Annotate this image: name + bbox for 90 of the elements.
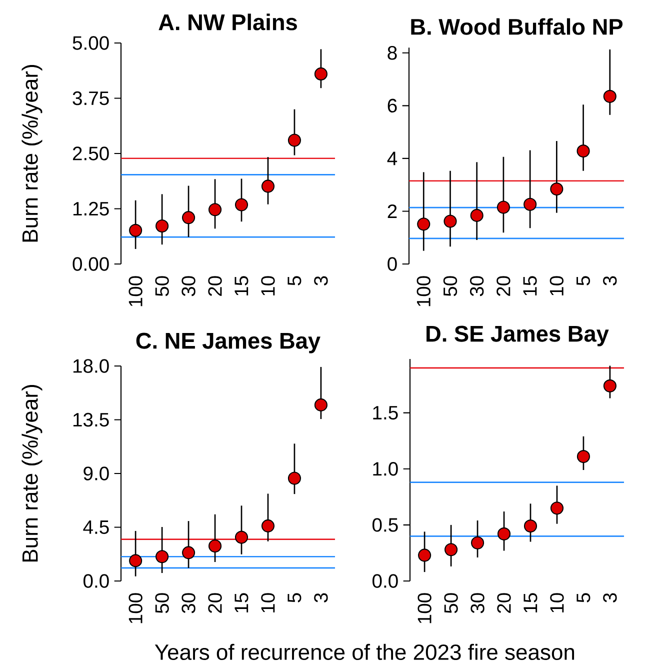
point (576, 144, 590, 158)
point (156, 219, 169, 233)
x-tick-label: 10 (261, 593, 275, 612)
point (314, 398, 328, 412)
point (576, 450, 590, 464)
chart-title: B. Wood Buffalo NP (411, 18, 623, 35)
chart-title: A. NW Plains (158, 14, 297, 30)
x-tick-label: 30 (182, 276, 196, 296)
x-axis-title: Years of recurrence of the 2023 fire season (154, 644, 574, 660)
point (182, 546, 196, 560)
x-tick-label: 3 (314, 276, 328, 286)
x-tick-label: 100 (128, 276, 142, 306)
x-tick-label: 3 (314, 593, 328, 602)
point (129, 554, 142, 568)
x-tick-label: 20 (496, 276, 510, 296)
x-tick-label: 50 (444, 593, 458, 614)
x-tick-label: 50 (155, 276, 169, 296)
point (208, 539, 222, 553)
point (496, 200, 510, 214)
point (288, 472, 302, 485)
y-tick-label: 1.5 (373, 406, 398, 420)
point (156, 550, 169, 564)
x-tick-label: 3 (603, 276, 617, 286)
y-tick-label: 1.25 (73, 202, 109, 216)
point (603, 90, 616, 103)
y-tick-label: 2 (388, 204, 397, 218)
point (524, 198, 537, 211)
x-tick-label: 10 (550, 593, 564, 612)
point (550, 502, 564, 515)
y-tick-label: 13.5 (73, 412, 109, 427)
x-tick-label: 100 (416, 276, 430, 306)
point (261, 180, 275, 193)
x-tick-label: 3 (603, 593, 617, 602)
y-tick-label: 0.0 (84, 574, 109, 588)
y-tick-label: 0 (388, 257, 397, 271)
point (182, 211, 196, 224)
y-axis-title: Burn rate (%/year) (22, 385, 42, 562)
x-tick-label: 10 (261, 276, 275, 296)
y-tick-label: 6 (388, 98, 397, 113)
x-tick-label: 10 (550, 276, 564, 296)
point (417, 218, 430, 231)
x-tick-label: 30 (470, 276, 484, 296)
x-tick-label: 50 (443, 276, 458, 296)
x-tick-label: 20 (208, 593, 222, 613)
point (470, 208, 484, 222)
x-tick-label: 15 (234, 593, 248, 612)
x-tick-label: 100 (128, 593, 142, 624)
x-tick-label: 15 (234, 276, 248, 296)
y-tick-label: 5.00 (72, 36, 109, 50)
y-tick-label: 18.0 (73, 359, 109, 373)
x-tick-label: 100 (418, 593, 432, 624)
point (470, 536, 484, 550)
x-tick-label: 20 (208, 276, 222, 296)
x-tick-label: 5 (288, 593, 302, 602)
y-tick-label: 0.0 (372, 574, 398, 588)
y-tick-label: 0.5 (372, 518, 398, 532)
y-tick-label: 3.75 (72, 91, 109, 106)
x-tick-label: 5 (576, 276, 590, 286)
chart-title: C. NE James Bay (136, 332, 320, 354)
y-tick-label: 4 (387, 152, 398, 166)
x-tick-label: 15 (523, 276, 537, 296)
point (234, 530, 248, 544)
point (524, 520, 538, 533)
chart-title: D. SE James Bay (426, 326, 609, 346)
x-tick-label: 20 (497, 593, 511, 613)
point (550, 182, 564, 196)
y-tick-label: 4.5 (83, 520, 109, 534)
point (208, 203, 222, 216)
y-axis-title: Burn rate (%/year) (22, 65, 42, 242)
y-tick-label: 2.50 (72, 146, 109, 160)
point (603, 379, 616, 392)
x-tick-label: 15 (524, 593, 538, 612)
y-tick-label: 8 (388, 46, 397, 60)
point (288, 134, 302, 147)
point (497, 527, 511, 540)
point (418, 548, 432, 562)
point (129, 224, 142, 237)
y-tick-label: 0.00 (72, 257, 109, 271)
point (234, 198, 248, 212)
x-tick-label: 30 (182, 593, 196, 614)
y-tick-label: 9.0 (84, 466, 109, 480)
x-tick-label: 30 (470, 593, 484, 614)
y-tick-label: 1.0 (373, 462, 398, 476)
point (261, 519, 275, 532)
point (444, 214, 457, 228)
point (314, 67, 328, 80)
x-tick-label: 50 (155, 593, 169, 614)
x-tick-label: 5 (576, 593, 590, 602)
point (444, 543, 458, 556)
x-tick-label: 5 (288, 276, 302, 286)
